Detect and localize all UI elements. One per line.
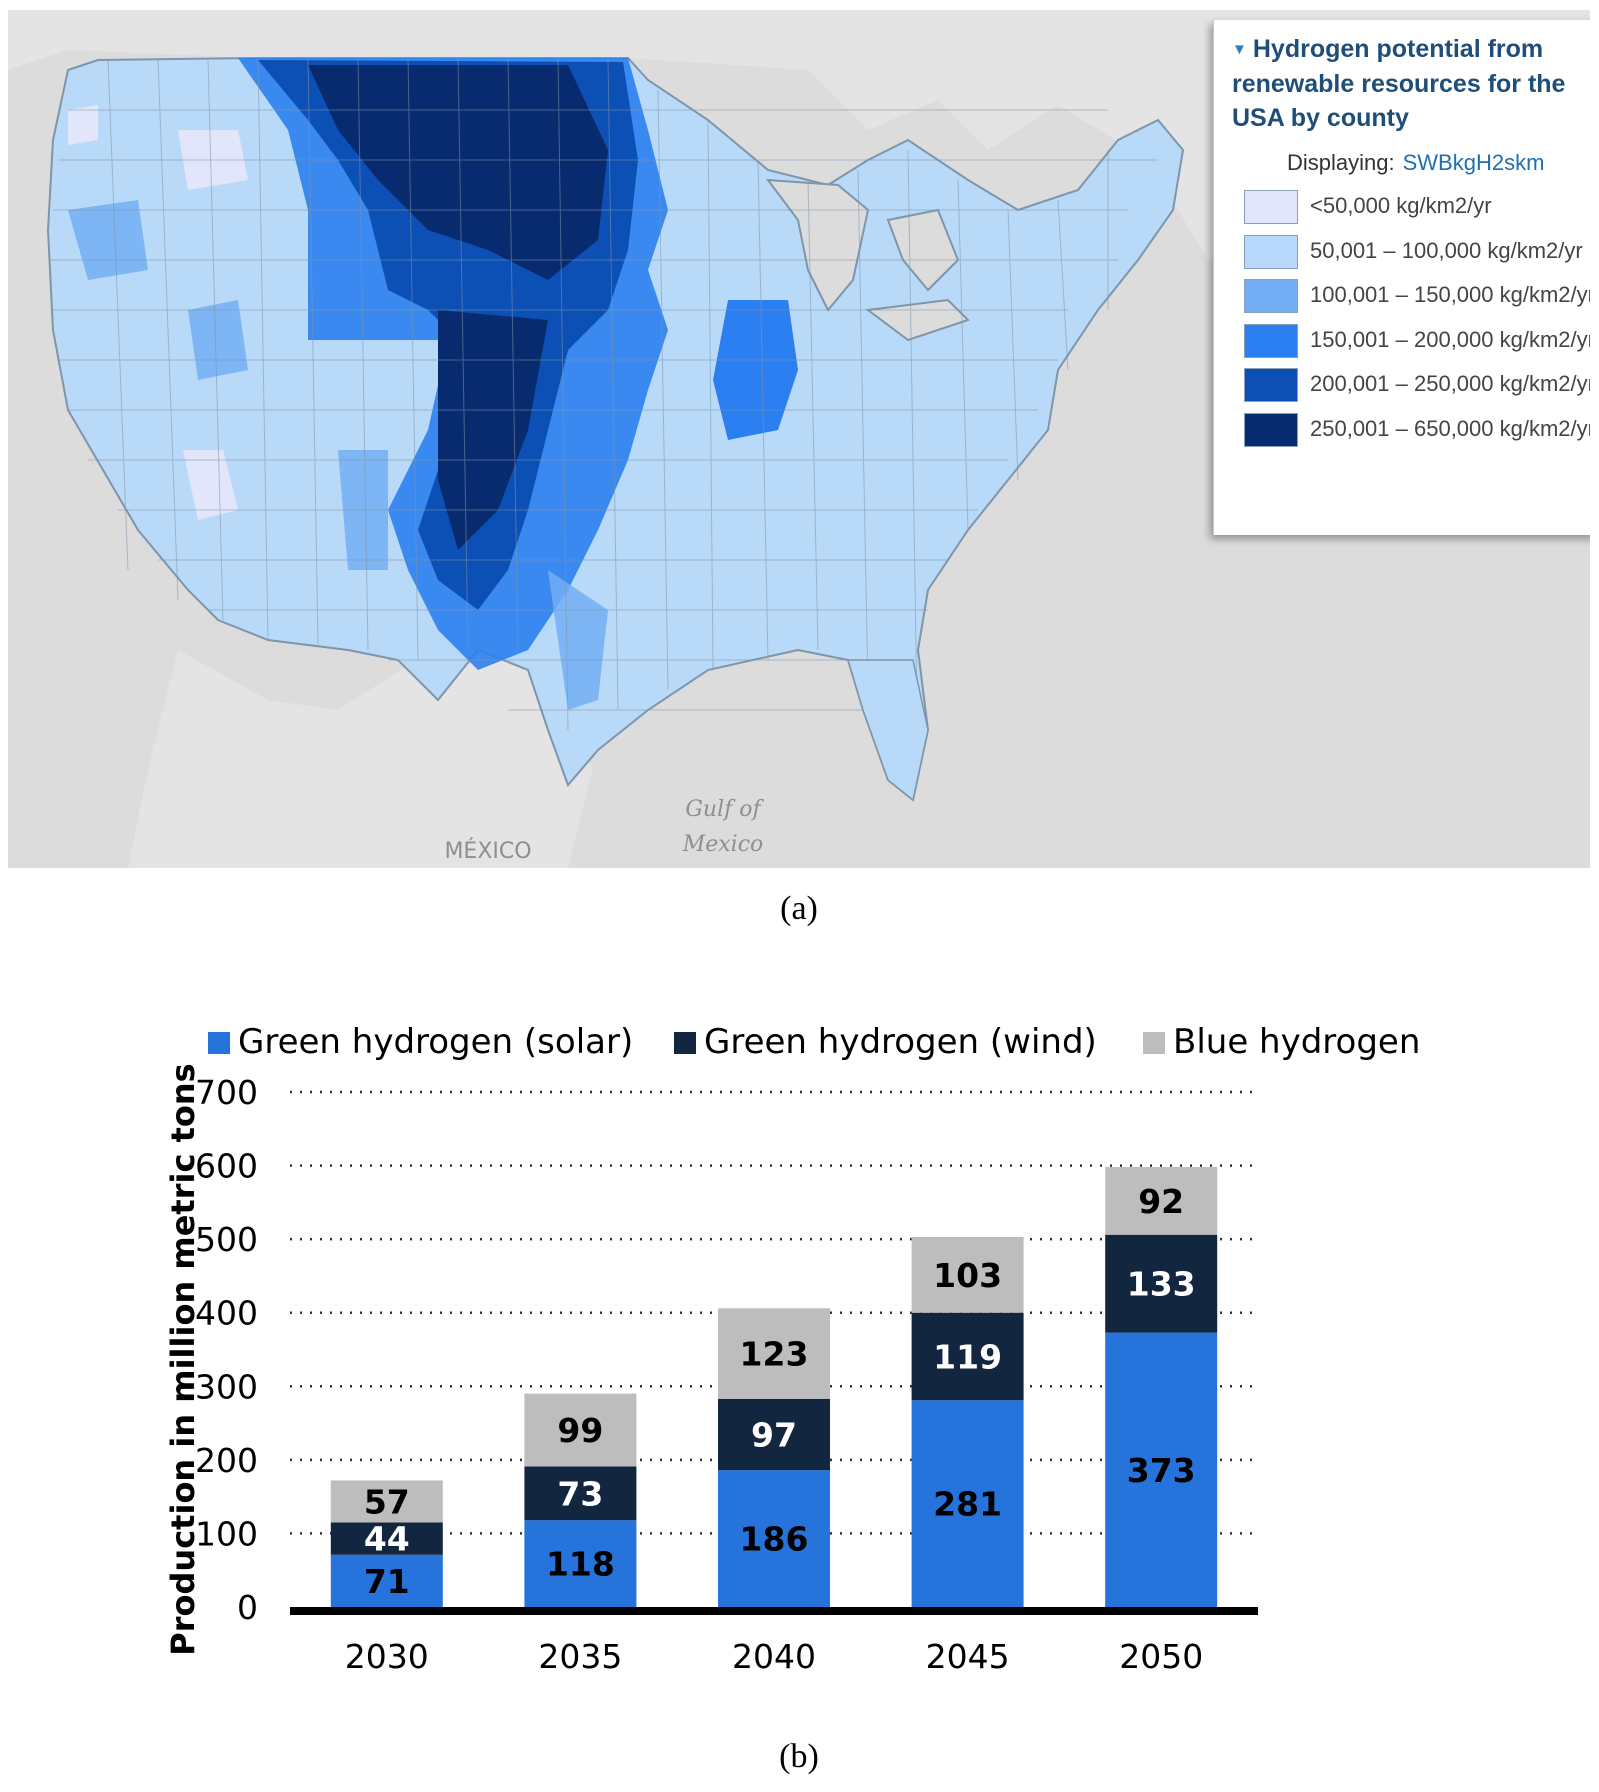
great-lakes [765,178,970,342]
y-tick-label: 600 [195,1147,258,1186]
legend-swatch [1143,1032,1165,1054]
bar-data-label: 118 [546,1545,615,1584]
y-tick-label: 700 [195,1073,258,1112]
bar-data-label: 281 [933,1485,1002,1524]
bar-data-label: 133 [1127,1265,1196,1304]
bar-segment [911,1400,1024,1607]
legend-class-swatch [1244,234,1298,269]
legend-label: Green hydrogen (solar) [238,1022,633,1062]
legend-label: Blue hydrogen [1173,1022,1420,1062]
y-tick-label: 300 [195,1367,258,1406]
chart-legend: Green hydrogen (solar) Green hydrogen (wi… [208,1022,1420,1062]
bar-segment [524,1520,637,1607]
legend-class-label: 100,001 – 150,000 kg/km2/yr [1310,282,1590,307]
bar-segment [1105,1332,1218,1607]
legend-displaying: Displaying: SWBkgH2skm [1287,150,1544,176]
bar-data-label: 57 [364,1482,410,1521]
legend-swatch [208,1032,230,1054]
legend-class-label: 200,001 – 250,000 kg/km2/yr [1310,371,1590,396]
legend-title-text: Hydrogen potential from renewable resour… [1232,35,1566,132]
y-axis-ticks: 0 100 200 300 400 500 600 700 [195,1073,258,1627]
x-axis-ticks: 2030 2035 2040 2045 2050 [345,1637,1203,1676]
legend-title[interactable]: ▼ Hydrogen potential from renewable resou… [1232,32,1590,135]
bar-segment [1105,1167,1218,1235]
plains-core [308,65,608,550]
bar-data-label: 99 [557,1411,603,1450]
bar-segment [330,1480,443,1523]
bar-data-label: 73 [557,1474,603,1513]
legend-label: Green hydrogen (wind) [704,1022,1097,1062]
grid-lines [290,1090,1258,1535]
bar-segment [1105,1234,1218,1333]
mexico-land [128,630,593,868]
bar-segment [718,1398,830,1471]
bar-segment [524,1393,637,1467]
bar-data-label: 97 [751,1415,797,1454]
y-tick-label: 0 [237,1588,258,1627]
y-tick-label: 200 [195,1441,258,1480]
bar-segment [330,1522,443,1555]
bar-segment [911,1312,1024,1401]
bar-segment [330,1554,443,1607]
caption-a: (a) [780,890,818,927]
x-tick-label: 2035 [538,1637,622,1676]
x-tick-label: 2030 [345,1637,429,1676]
bar-data-label: 44 [364,1520,410,1559]
bar-data-label: 71 [364,1562,410,1601]
legend-class-swatch [1244,368,1298,402]
bar-segment [524,1466,637,1521]
county-choropleth-map: Gulf of Mexico MÉXICO [8,10,1590,868]
y-tick-label: 500 [195,1220,258,1259]
legend-class-swatch [1244,279,1298,313]
legend-class-swatch [1244,323,1298,358]
bar-segment [718,1308,830,1399]
mid-patches [68,200,608,710]
canada-land [8,10,1590,260]
illinois-cluster [713,300,798,440]
bar-segment [911,1236,1024,1313]
bar-segment [718,1470,830,1607]
collapse-triangle-icon[interactable]: ▼ [1232,41,1247,58]
gulf-label: Gulf of [685,797,764,822]
florida-texture [846,659,929,802]
low-potential-patches [68,105,248,520]
legend-class-label: 150,001 – 200,000 kg/km2/yr [1310,326,1590,352]
bar-data-label: 186 [740,1520,809,1559]
bar-data-label: 103 [933,1256,1002,1295]
map-legend: ▼ Hydrogen potential from renewable resou… [1213,20,1590,535]
legend-class-swatch [1244,412,1298,447]
y-axis-label: Production in million metric tons [164,1063,202,1655]
bar-data-label: 373 [1127,1451,1196,1490]
displaying-label: Displaying: [1287,150,1395,175]
legend-class-label: 250,001 – 650,000 kg/km2/yr [1310,415,1590,441]
mexico-label: MÉXICO [444,838,531,864]
gulf-label-line2: Mexico [682,832,764,857]
x-tick-label: 2045 [926,1637,1010,1676]
caption-b: (b) [779,1738,819,1775]
legend-class-label: <50,000 kg/km2/yr [1310,193,1492,218]
legend-class-label: 50,001 – 100,000 kg/km2/yr [1310,237,1583,263]
legend-class-swatch [1244,190,1298,224]
bar-data-label: 119 [933,1337,1002,1376]
bar-data-label: 92 [1138,1182,1184,1221]
x-tick-label: 2050 [1119,1637,1203,1676]
legend-swatch [674,1032,696,1054]
y-tick-label: 400 [195,1294,258,1333]
x-tick-label: 2040 [732,1637,816,1676]
y-tick-label: 100 [195,1514,258,1553]
bar-data-label: 123 [740,1335,809,1374]
map-panel: Gulf of Mexico MÉXICO ▼ Hydrogen potentia… [8,10,1590,868]
county-grid [50,57,1158,771]
stacked-bar-chart: Green hydrogen (solar) Green hydrogen (wi… [164,1022,1420,1676]
displaying-field: SWBkgH2skm [1402,150,1545,175]
